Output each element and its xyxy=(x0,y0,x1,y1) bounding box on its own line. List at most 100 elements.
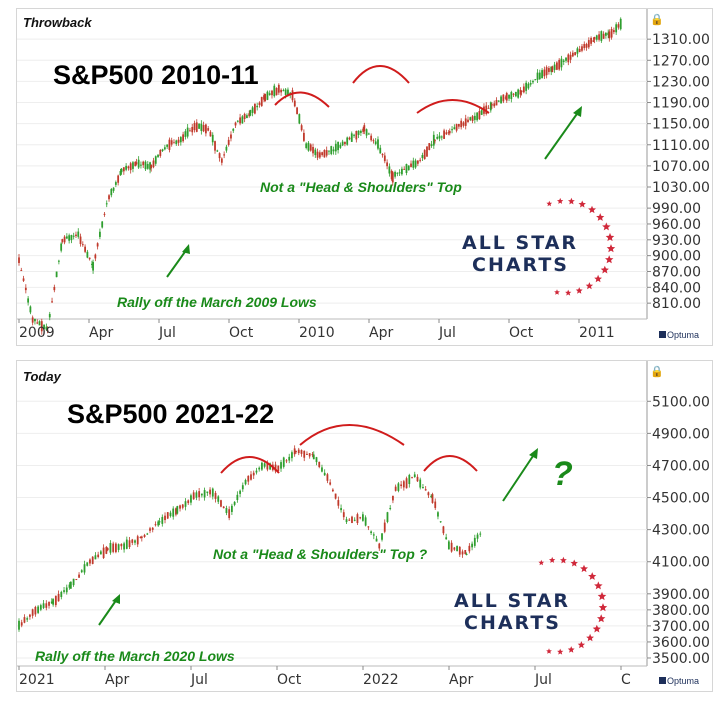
candle-body xyxy=(83,564,86,573)
candle-body xyxy=(233,501,236,505)
candle-body xyxy=(249,109,252,116)
candle-body xyxy=(342,512,345,518)
candle-body xyxy=(296,107,298,115)
candle-body xyxy=(398,172,401,174)
candle-body xyxy=(211,134,214,143)
star-icon xyxy=(557,197,564,204)
candle-body xyxy=(63,590,65,592)
candle-body xyxy=(184,131,187,137)
candle-body xyxy=(53,286,56,291)
candle-body xyxy=(209,489,211,495)
star-icon xyxy=(588,205,596,214)
candle-body xyxy=(383,522,386,532)
star-icon xyxy=(578,200,586,208)
candle-body xyxy=(328,150,330,152)
candle-body xyxy=(464,550,467,555)
candle-body xyxy=(102,547,105,559)
candle-body xyxy=(453,547,456,550)
candle-body xyxy=(94,555,97,560)
candle-body xyxy=(367,526,370,528)
candle-body xyxy=(99,231,101,237)
candle-body xyxy=(198,123,200,129)
candle-body xyxy=(372,534,375,536)
star-icon xyxy=(586,633,594,642)
candle-body xyxy=(293,100,296,107)
candle-body xyxy=(60,243,63,251)
candle-body xyxy=(461,551,464,555)
candle-body xyxy=(261,462,263,470)
candle-body xyxy=(157,521,160,526)
candle-body xyxy=(569,54,572,60)
candle-body xyxy=(396,172,399,174)
annotation-rally: Rally off the March 2009 Lows xyxy=(117,294,317,310)
candle-body xyxy=(123,543,125,550)
candle-body xyxy=(189,130,191,132)
star-icon xyxy=(606,244,616,253)
candle-body xyxy=(388,166,391,174)
optuma-credit: Optuma xyxy=(659,330,699,340)
candle-body xyxy=(576,48,579,54)
candle-body xyxy=(268,93,271,95)
candle-body xyxy=(186,127,189,137)
candle-body xyxy=(471,543,473,548)
x-tick-label: 2011 xyxy=(579,325,615,341)
candle-body xyxy=(140,164,142,166)
candle-body xyxy=(329,482,332,485)
shoulder-arc-left xyxy=(274,91,330,108)
candle-body xyxy=(291,90,294,101)
x-tick-label: 2009 xyxy=(19,325,55,341)
candle-body xyxy=(363,125,366,132)
candle-body xyxy=(254,103,256,114)
candle-body xyxy=(101,221,104,228)
candle-body xyxy=(337,141,339,151)
y-tick-label: 1270.00 xyxy=(652,53,710,69)
candle-body xyxy=(69,581,72,589)
logo-line1: ALL STAR xyxy=(462,232,578,254)
svg-text:Optuma: Optuma xyxy=(667,330,699,340)
candle-body xyxy=(522,86,525,93)
candle-body xyxy=(112,187,115,191)
candle-body xyxy=(434,501,437,508)
candle-body xyxy=(241,485,244,490)
candle-body xyxy=(306,453,308,455)
candle-body xyxy=(248,113,251,117)
candle-body xyxy=(378,543,381,549)
candle-body xyxy=(448,131,451,134)
candle-body xyxy=(99,551,102,555)
candle-body xyxy=(318,461,321,468)
candle-body xyxy=(508,94,510,99)
x-tick-label: Jul xyxy=(190,672,208,688)
candle-body xyxy=(77,231,80,237)
candle-body xyxy=(445,132,448,135)
candle-body xyxy=(375,538,378,542)
candle-body xyxy=(362,128,365,132)
candle-body xyxy=(251,107,254,113)
candle-body xyxy=(314,149,317,156)
y-tick-label: 4900.00 xyxy=(652,426,710,442)
candle-body xyxy=(223,154,226,156)
candle-body xyxy=(315,457,318,463)
candle-body xyxy=(285,460,288,462)
candle-body xyxy=(344,141,346,145)
y-tick-label: 4500.00 xyxy=(652,491,710,507)
candle-body xyxy=(434,140,436,142)
candle-body xyxy=(607,32,610,36)
candle-body xyxy=(348,519,351,521)
candle-body xyxy=(612,30,615,33)
candle-body xyxy=(140,536,143,539)
candle-body xyxy=(216,150,219,152)
candle-body xyxy=(600,31,603,41)
star-icon xyxy=(596,213,605,221)
candle-body xyxy=(403,168,406,170)
candle-body xyxy=(54,595,57,606)
candle-body xyxy=(473,115,476,120)
candle-body xyxy=(408,474,411,484)
candle-body xyxy=(80,570,83,573)
candle-body xyxy=(598,34,600,40)
candle-body xyxy=(312,454,315,460)
star-icon xyxy=(598,603,608,612)
candle-body xyxy=(18,620,20,630)
candle-body xyxy=(152,160,155,168)
y-tick-label: 5100.00 xyxy=(652,394,710,410)
candle-body xyxy=(413,474,416,477)
